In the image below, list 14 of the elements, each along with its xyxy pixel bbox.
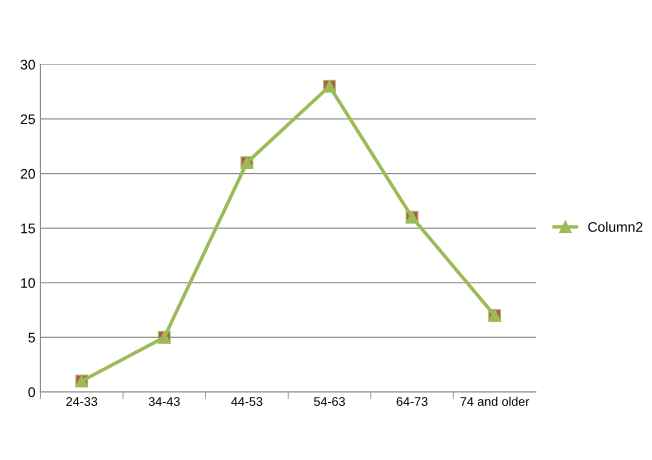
x-tick-label: 44-53 xyxy=(231,397,262,406)
x-tick-label: 24-33 xyxy=(66,397,98,406)
y-tick-label: 10 xyxy=(21,278,36,288)
y-tick-label: 30 xyxy=(20,60,36,70)
legend-label: Column2 xyxy=(588,222,642,232)
y-tick-label: 5 xyxy=(28,332,35,343)
x-tick-label: 54-63 xyxy=(314,397,345,406)
y-tick-label: 20 xyxy=(20,168,36,179)
x-tick-label: 34-43 xyxy=(148,397,180,406)
y-tick-label: 25 xyxy=(20,114,35,124)
x-tick-label: 74 and older xyxy=(460,396,530,406)
y-tick-label: 0 xyxy=(28,387,36,398)
y-tick-label: 15 xyxy=(21,224,35,234)
x-tick-label: 64-73 xyxy=(396,397,428,406)
